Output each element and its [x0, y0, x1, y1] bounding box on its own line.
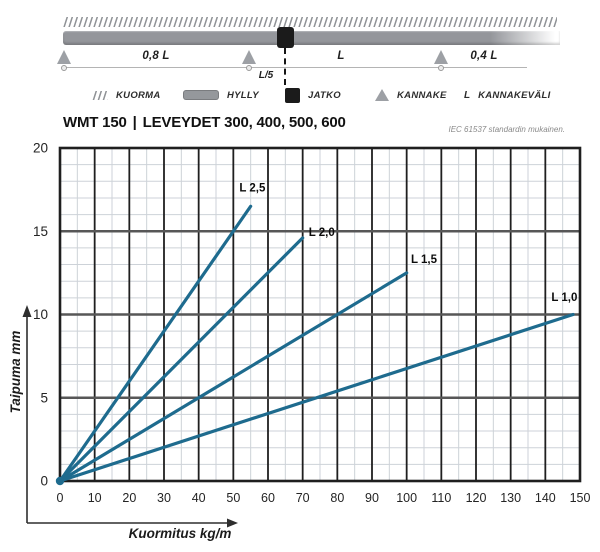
letter-l-symbol: L	[464, 89, 471, 101]
dimension-point	[438, 65, 444, 71]
x-tick-label: 30	[157, 491, 171, 505]
bracket-triangle-icon	[375, 89, 389, 101]
legend-item-kannakevali: L KANNAKEVÄLI	[464, 87, 551, 103]
legend-item-jatko: JATKO	[285, 87, 341, 103]
load-hatch-strip	[63, 17, 557, 27]
span-label-left: 0,8 L	[142, 50, 170, 62]
legend-item-kannake: KANNAKE	[375, 87, 447, 103]
legend-item-kuorma: KUORMA	[92, 87, 161, 103]
series-label: L 2,0	[309, 227, 335, 239]
y-tick-label: 10	[33, 307, 48, 322]
series-label: L 2,5	[239, 182, 266, 194]
x-axis-label: Kuormitus kg/m	[128, 526, 232, 541]
y-axis-arrowhead-icon	[22, 305, 32, 317]
dimension-line	[64, 67, 527, 68]
bracket-triangle-icon	[242, 50, 256, 64]
x-tick-label: 140	[535, 491, 556, 505]
x-tick-label: 80	[330, 491, 344, 505]
deflection-chart: L 2,5L 2,0L 1,5L 1,00 10 20 30 40 50 60 70 80 90 1…	[22, 141, 591, 528]
title-model: WMT 150	[63, 114, 127, 131]
title-widths: LEVEYDET 300, 400, 500, 600	[142, 114, 346, 131]
bracket-triangle-icon	[57, 50, 71, 64]
y-tick-label: 20	[33, 141, 48, 156]
joint-offset-label: L/5	[258, 70, 274, 81]
x-tick-label: 40	[192, 491, 206, 505]
series-label: L 1,5	[411, 254, 438, 266]
x-tick-label: 0	[57, 491, 64, 505]
series-label: L 1,0	[551, 292, 577, 304]
dimension-point	[246, 65, 252, 71]
joint-dashed-line	[284, 48, 286, 85]
shelf-bar	[63, 31, 560, 45]
legend-label: HYLLY	[227, 89, 259, 101]
y-tick-label: 0	[40, 474, 48, 489]
chart-border	[58, 146, 582, 483]
y-axis-label: Taipuma mm	[8, 330, 23, 414]
legend-label: KANNAKE	[397, 89, 447, 101]
x-tick-label: 70	[296, 491, 310, 505]
x-tick-label: 10	[88, 491, 102, 505]
load-hatch-icon	[92, 90, 108, 100]
series-line	[58, 236, 305, 483]
x-tick-label: 90	[365, 491, 379, 505]
x-tick-label: 120	[466, 491, 487, 505]
joint-square-icon	[285, 87, 300, 103]
x-axis-arrowhead-icon	[227, 518, 238, 528]
legend-label: KANNAKEVÄLI	[478, 89, 551, 101]
legend-item-hylly: HYLLY	[183, 87, 259, 103]
y-tick-label: 5	[40, 390, 48, 405]
series-line	[58, 271, 409, 483]
series-line	[58, 204, 253, 483]
page-title: WMT 150 | LEVEYDET 300, 400, 500, 600	[63, 114, 346, 131]
dimension-point	[61, 65, 67, 71]
title-separator: |	[132, 114, 137, 131]
x-tick-label: 50	[226, 491, 240, 505]
standard-note: IEC 61537 standardin mukainen.	[448, 125, 565, 134]
joint-square	[277, 27, 294, 48]
x-tick-label: 130	[500, 491, 521, 505]
x-tick-label: 110	[431, 491, 451, 505]
legend-label: JATKO	[308, 89, 341, 101]
span-label-mid: L	[337, 50, 345, 62]
legend-label: KUORMA	[116, 89, 161, 101]
x-tick-label: 150	[570, 491, 591, 505]
x-tick-label: 60	[261, 491, 275, 505]
bracket-triangle-icon	[434, 50, 448, 64]
shelf-bar-icon	[183, 90, 219, 100]
span-label-right: 0,4 L	[470, 50, 498, 62]
x-tick-label: 100	[396, 491, 417, 505]
series-line	[58, 312, 575, 483]
x-tick-label: 20	[122, 491, 136, 505]
origin-dot	[55, 476, 65, 486]
y-tick-label: 15	[33, 224, 48, 239]
